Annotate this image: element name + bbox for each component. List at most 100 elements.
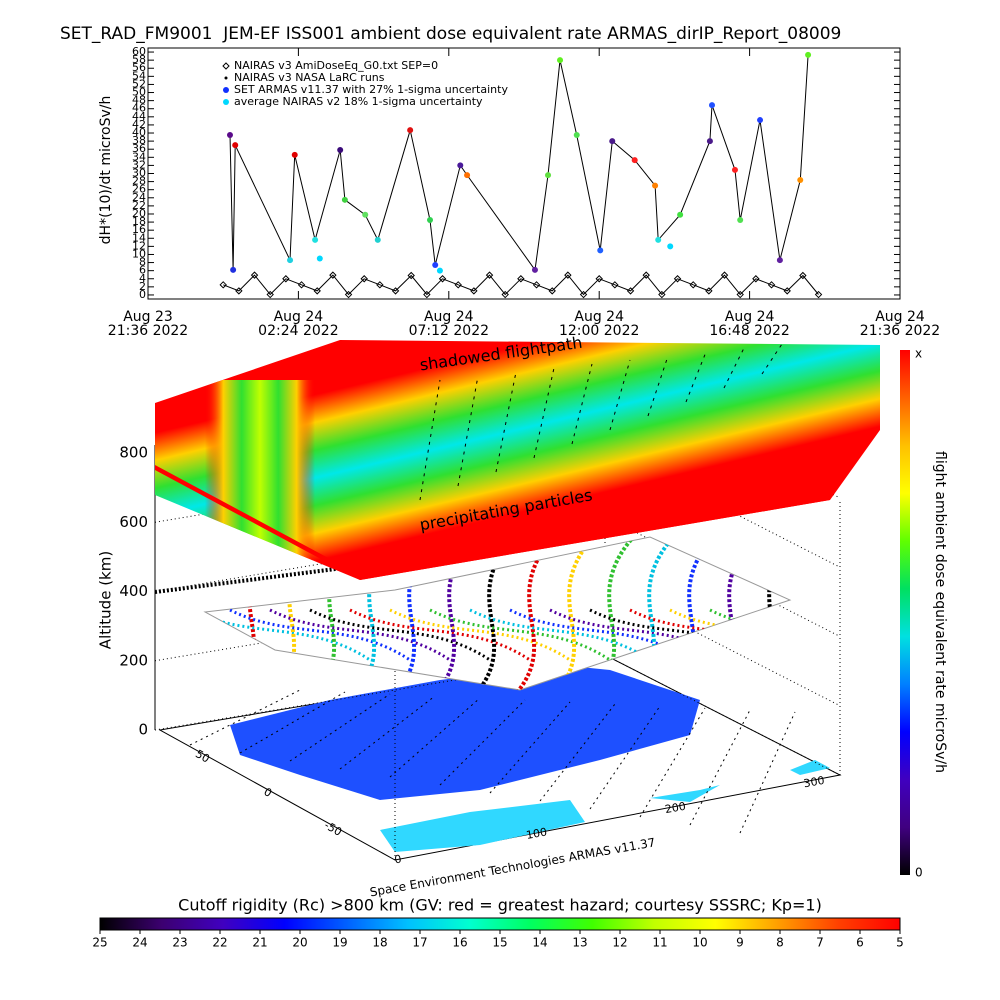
data-point bbox=[457, 162, 464, 169]
track bbox=[428, 537, 482, 690]
slab-dash bbox=[685, 351, 707, 403]
y-axis-label: dH*(10)/dt microSv/h bbox=[98, 96, 114, 245]
data-point bbox=[376, 281, 384, 289]
data-point bbox=[689, 281, 697, 289]
floor-track bbox=[539, 703, 616, 802]
data-point bbox=[564, 271, 572, 279]
colorbar-tick-label: 23 bbox=[172, 936, 187, 950]
colorbar-tick-label: 21 bbox=[252, 936, 267, 950]
z-tick-label: 800 bbox=[119, 444, 148, 462]
legend-label: NAIRAS v3 AmiDoseEq_G0.txt SEP=0 bbox=[234, 59, 438, 72]
data-point bbox=[313, 287, 321, 295]
colorbar-tick-label: 19 bbox=[332, 936, 347, 950]
data-point bbox=[655, 236, 662, 243]
data-point bbox=[297, 281, 306, 289]
data-point bbox=[232, 142, 239, 149]
legend-marker bbox=[222, 62, 230, 70]
data-point bbox=[407, 127, 414, 134]
data-point bbox=[652, 182, 659, 189]
x-tick-label: Aug 24 bbox=[274, 309, 324, 325]
colorbar-tick-label: 24 bbox=[132, 936, 147, 950]
legend-marker bbox=[223, 87, 229, 93]
colorbar-tick-label: 10 bbox=[692, 936, 707, 950]
data-point bbox=[731, 166, 738, 173]
colorbar bbox=[900, 350, 910, 875]
data-point bbox=[316, 255, 323, 262]
data-point bbox=[391, 287, 400, 295]
slab-dash bbox=[761, 343, 783, 375]
floor-track bbox=[189, 689, 301, 746]
data-point bbox=[642, 271, 650, 279]
floor-track bbox=[439, 699, 526, 786]
slab-dash bbox=[495, 371, 517, 473]
land bbox=[230, 665, 700, 800]
data-point bbox=[626, 287, 635, 295]
x-tick-label: Aug 24 bbox=[875, 309, 925, 325]
y-tick-label: 46 bbox=[132, 102, 146, 115]
x-tick-label: 16:48 2022 bbox=[709, 323, 789, 339]
data-point bbox=[709, 102, 715, 109]
data-point bbox=[517, 275, 525, 283]
y-tick-label: 4 bbox=[139, 272, 146, 285]
y-tick-label: 28 bbox=[132, 175, 146, 188]
data-point bbox=[752, 275, 760, 283]
colorbar-tick-label: 5 bbox=[896, 936, 904, 950]
y-tick-label: 36 bbox=[132, 142, 146, 155]
z-axis-label: Altitude (km) bbox=[97, 551, 115, 649]
y-tick-label: 20 bbox=[132, 207, 146, 220]
data-point bbox=[736, 290, 744, 299]
data-point bbox=[548, 287, 556, 295]
data-point bbox=[597, 247, 604, 254]
data-point bbox=[573, 132, 580, 139]
data-point bbox=[532, 281, 541, 289]
flight-layer bbox=[203, 536, 792, 691]
colorbar-tick-label: 15 bbox=[492, 936, 507, 950]
colorbar-tick-label: 13 bbox=[572, 936, 587, 950]
colorbar-tick-label: 17 bbox=[412, 936, 427, 950]
legend-marker bbox=[224, 76, 228, 80]
colorbar-tick-label: 22 bbox=[212, 936, 227, 950]
lon-tick-label: 0 bbox=[393, 852, 402, 866]
x-tick-label: Aug 24 bbox=[574, 309, 624, 325]
z-tick-label: 400 bbox=[119, 582, 148, 600]
data-point bbox=[344, 290, 353, 299]
colorbar-end-label: 0 bbox=[915, 866, 923, 880]
y-tick-label: 0 bbox=[139, 288, 146, 301]
x-tick-label: 12:00 2022 bbox=[559, 323, 639, 339]
z-tick-label: 600 bbox=[119, 513, 148, 531]
data-point bbox=[783, 287, 791, 295]
floor-track bbox=[689, 709, 751, 826]
colorbar-tick-label: 11 bbox=[652, 936, 667, 950]
y-tick-label: 22 bbox=[132, 199, 146, 212]
lon-tick-label: 300 bbox=[803, 774, 826, 790]
data-point bbox=[454, 281, 462, 289]
data-point bbox=[705, 287, 713, 295]
y-tick-label: 38 bbox=[132, 134, 146, 147]
y-tick-label: 6 bbox=[139, 264, 146, 277]
data-point bbox=[235, 287, 243, 295]
land bbox=[380, 800, 585, 852]
data-point bbox=[337, 147, 344, 154]
data-point bbox=[470, 287, 478, 295]
slab-dash bbox=[571, 363, 593, 445]
data-point bbox=[531, 266, 538, 273]
y-tick-label: 26 bbox=[132, 183, 146, 196]
data-point bbox=[374, 236, 381, 243]
data-point bbox=[797, 176, 804, 183]
y-tick-label: 58 bbox=[132, 53, 146, 66]
y-tick-label: 52 bbox=[132, 77, 146, 90]
legend-label: average NAIRAS v2 18% 1-sigma uncertaint… bbox=[234, 95, 483, 108]
colorbar-tick-label: 7 bbox=[816, 936, 824, 950]
y-tick-label: 12 bbox=[132, 239, 146, 252]
x-tick-label: 02:24 2022 bbox=[258, 323, 338, 339]
floor-track bbox=[339, 695, 436, 770]
series-line bbox=[223, 274, 819, 296]
colorbar bbox=[99, 917, 901, 931]
data-point bbox=[341, 196, 348, 203]
colorbar-tick-label: 9 bbox=[736, 936, 744, 950]
data-point bbox=[407, 271, 415, 280]
data-point bbox=[464, 172, 471, 179]
data-point bbox=[291, 151, 298, 158]
track bbox=[468, 537, 522, 690]
